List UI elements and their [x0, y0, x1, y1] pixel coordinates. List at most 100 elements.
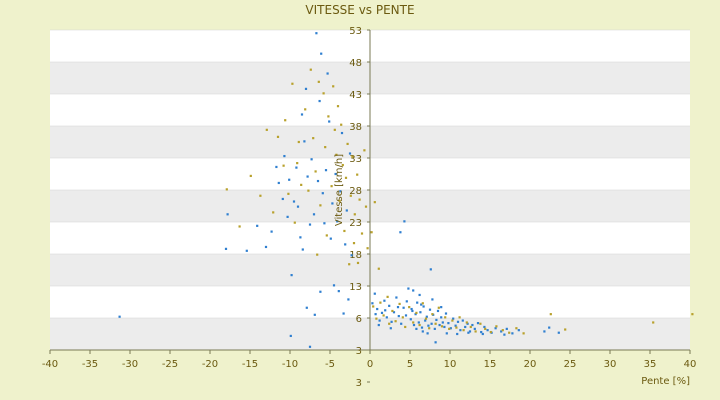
data-point [461, 319, 464, 322]
data-point [515, 327, 518, 330]
data-point [301, 248, 304, 251]
data-point [353, 213, 356, 216]
data-point [395, 296, 398, 299]
data-point [517, 329, 520, 332]
data-point [424, 319, 427, 322]
data-point [344, 243, 347, 246]
data-point [652, 321, 655, 324]
data-point [312, 137, 315, 140]
y-tick-label: 13 [349, 282, 362, 293]
data-point [351, 155, 354, 158]
data-point [505, 327, 508, 330]
data-point [449, 327, 452, 330]
data-point [343, 229, 346, 233]
data-point [408, 306, 411, 309]
data-point [224, 247, 228, 250]
data-point [426, 332, 429, 335]
data-point [549, 313, 552, 316]
data-point [416, 301, 419, 304]
data-point [320, 52, 323, 55]
data-point [326, 72, 329, 75]
data-point [318, 99, 321, 103]
data-point [375, 317, 378, 320]
data-point [480, 330, 483, 334]
data-point [270, 230, 273, 233]
data-point [440, 325, 444, 328]
data-point [543, 330, 546, 333]
data-point [474, 330, 477, 333]
data-point [495, 325, 498, 328]
data-point [511, 332, 514, 335]
x-tick-label: 25 [564, 359, 577, 370]
x-axis-ticks: -40 -35 -30 -25 -20 -15 -10 -5 0 5 10 15 20 25 30 35 40 [42, 350, 696, 370]
data-point [444, 316, 447, 319]
data-point [292, 200, 296, 203]
data-point [415, 311, 418, 314]
data-point [342, 312, 345, 315]
data-point [373, 201, 376, 204]
y-tick-label: 28 [349, 186, 362, 197]
data-point [441, 321, 444, 324]
y-tick-label: 3 [356, 346, 362, 357]
data-point [350, 254, 353, 257]
data-point [444, 312, 448, 315]
x-tick-label: -30 [122, 359, 138, 370]
data-point [344, 176, 348, 179]
data-point [397, 314, 400, 318]
data-point [388, 304, 391, 307]
y-tick-label: 43 [349, 90, 362, 101]
data-point [427, 324, 430, 327]
data-point [428, 308, 432, 311]
data-point [299, 236, 302, 239]
data-point [290, 274, 293, 277]
chart-title: VITESSE vs PENTE [305, 3, 414, 17]
data-point [291, 82, 294, 85]
data-point [348, 152, 352, 155]
data-point [503, 333, 506, 336]
data-point [382, 314, 385, 317]
data-point [452, 317, 455, 320]
data-point [500, 330, 503, 333]
data-point [300, 113, 304, 116]
data-point [409, 318, 412, 321]
data-point [430, 322, 433, 325]
x-tick-label: 30 [604, 359, 617, 370]
data-point [331, 202, 334, 205]
data-point [501, 329, 504, 332]
data-point [415, 327, 418, 330]
data-point [282, 164, 285, 167]
data-point [417, 321, 420, 324]
data-point [303, 140, 306, 143]
x-tick-label: 15 [484, 359, 497, 370]
data-point [402, 306, 405, 309]
data-point [360, 232, 364, 235]
data-point [410, 307, 413, 311]
data-point [464, 325, 467, 329]
data-point [420, 303, 423, 306]
data-point [289, 334, 292, 338]
data-point [421, 302, 424, 305]
data-point [327, 115, 330, 118]
data-point [467, 331, 470, 334]
data-point [428, 327, 431, 330]
data-point [389, 327, 392, 330]
data-point [118, 315, 121, 318]
data-point [424, 317, 428, 320]
data-point [437, 306, 440, 309]
data-point [394, 320, 397, 323]
data-point [473, 327, 476, 330]
data-point [317, 80, 320, 83]
data-point [277, 181, 280, 185]
data-point [275, 165, 278, 169]
data-point [336, 105, 340, 108]
data-point [454, 324, 457, 327]
data-point [356, 173, 359, 176]
data-point [436, 309, 440, 313]
data-point [313, 313, 316, 316]
data-point [330, 185, 333, 188]
data-point [481, 332, 484, 336]
data-point [466, 322, 469, 325]
data-point [307, 189, 310, 192]
data-point [249, 174, 252, 178]
data-point [356, 261, 360, 265]
